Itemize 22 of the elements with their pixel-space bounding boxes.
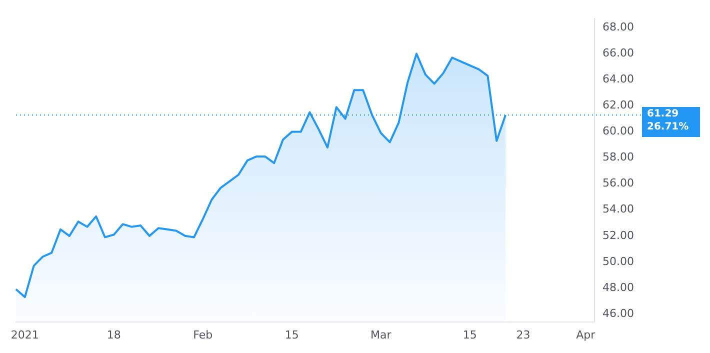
y-tick-label: 56.00 — [602, 176, 634, 190]
x-tick-label: 2021 — [10, 328, 39, 342]
y-tick-label: 48.00 — [602, 280, 634, 294]
y-tick-label: 64.00 — [602, 72, 634, 86]
y-tick-label: 62.00 — [602, 98, 634, 112]
x-tick-label: 15 — [462, 328, 477, 342]
y-tick-label: 66.00 — [602, 46, 634, 60]
text: 26.71% — [647, 122, 689, 133]
x-tick-label: 18 — [106, 328, 121, 342]
y-tick-label: 58.00 — [602, 150, 634, 164]
x-tick-label: 23 — [516, 328, 530, 342]
y-tick-label: 52.00 — [602, 228, 634, 242]
y-tick-label: 68.00 — [602, 20, 634, 34]
x-tick-label: Feb — [193, 328, 213, 342]
x-tick-label: Apr — [576, 328, 596, 342]
y-tick-label: 54.00 — [602, 202, 634, 216]
y-tick-label: 60.00 — [602, 124, 634, 138]
ref-line-label: 61.29 — [647, 108, 679, 120]
y-tick-label: 46.00 — [602, 306, 634, 320]
x-tick-label: 15 — [284, 328, 299, 342]
x-tick-label: Mar — [370, 328, 392, 342]
y-tick-label: 50.00 — [602, 254, 634, 268]
